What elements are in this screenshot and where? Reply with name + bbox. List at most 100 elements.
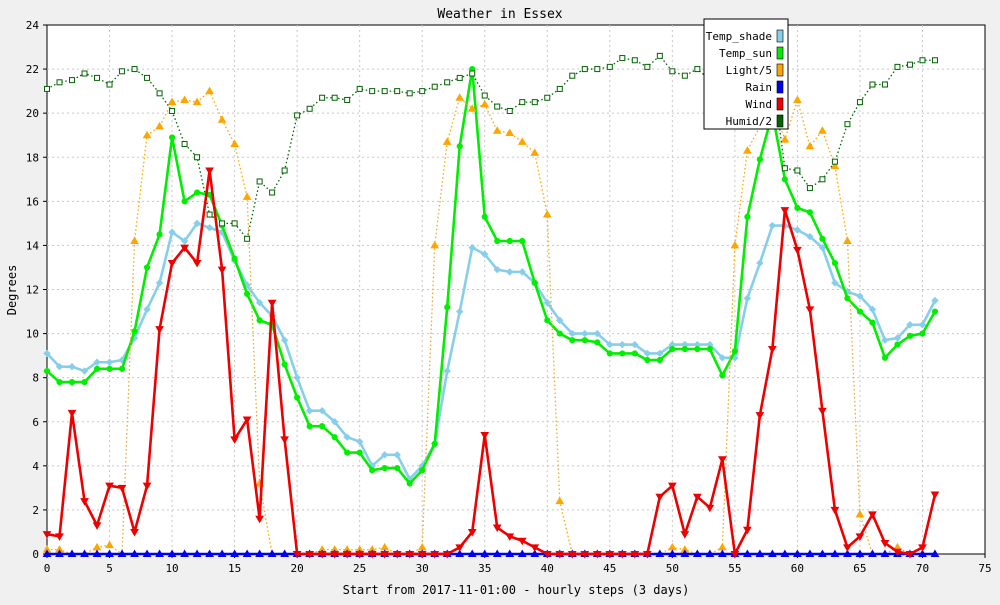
data-point-humid-2 bbox=[632, 58, 637, 63]
x-tick-label: 45 bbox=[603, 562, 616, 575]
data-point-temp-sun bbox=[507, 238, 512, 243]
data-point-temp-sun bbox=[682, 346, 687, 351]
data-point-temp-sun bbox=[245, 291, 250, 296]
data-point-temp-sun bbox=[257, 318, 262, 323]
legend-swatch-temp-shade bbox=[777, 30, 783, 42]
y-tick-label: 4 bbox=[32, 460, 39, 473]
data-point-humid-2 bbox=[595, 67, 600, 72]
data-point-humid-2 bbox=[395, 89, 400, 94]
chart-title: Weather in Essex bbox=[437, 7, 562, 22]
data-point-humid-2 bbox=[420, 89, 425, 94]
data-point-temp-sun bbox=[495, 238, 500, 243]
data-point-temp-sun bbox=[807, 210, 812, 215]
data-point-temp-sun bbox=[107, 366, 112, 371]
data-point-humid-2 bbox=[557, 86, 562, 91]
data-point-humid-2 bbox=[157, 91, 162, 96]
data-point-humid-2 bbox=[532, 100, 537, 105]
data-point-temp-sun bbox=[307, 424, 312, 429]
y-axis-label: Degrees bbox=[5, 265, 19, 316]
data-point-humid-2 bbox=[445, 80, 450, 85]
data-point-temp-sun bbox=[557, 331, 562, 336]
legend-swatch-wind bbox=[777, 98, 783, 110]
data-point-humid-2 bbox=[295, 113, 300, 118]
data-point-temp-sun bbox=[182, 199, 187, 204]
data-point-temp-sun bbox=[407, 481, 412, 486]
data-point-humid-2 bbox=[932, 58, 937, 63]
data-point-temp-sun bbox=[57, 379, 62, 384]
data-point-temp-sun bbox=[370, 468, 375, 473]
data-point-humid-2 bbox=[270, 190, 275, 195]
data-point-temp-sun bbox=[82, 379, 87, 384]
data-point-humid-2 bbox=[670, 69, 675, 74]
data-point-humid-2 bbox=[795, 168, 800, 173]
data-point-humid-2 bbox=[357, 86, 362, 91]
data-point-temp-sun bbox=[420, 468, 425, 473]
y-tick-label: 24 bbox=[26, 19, 40, 32]
data-point-temp-sun bbox=[520, 238, 525, 243]
x-tick-label: 60 bbox=[791, 562, 804, 575]
legend-label-temp-sun: Temp_sun bbox=[719, 47, 772, 60]
y-tick-label: 0 bbox=[32, 548, 39, 561]
data-point-temp-sun bbox=[620, 351, 625, 356]
data-point-temp-sun bbox=[820, 236, 825, 241]
data-point-temp-sun bbox=[582, 338, 587, 343]
y-tick-label: 2 bbox=[32, 504, 39, 517]
data-point-humid-2 bbox=[370, 89, 375, 94]
data-point-humid-2 bbox=[457, 75, 462, 80]
data-point-temp-sun bbox=[169, 135, 174, 140]
y-tick-label: 8 bbox=[32, 372, 39, 385]
data-point-temp-sun bbox=[282, 362, 287, 367]
data-point-humid-2 bbox=[257, 179, 262, 184]
data-point-temp-sun bbox=[395, 465, 400, 470]
y-tick-label: 14 bbox=[26, 239, 40, 252]
data-point-humid-2 bbox=[320, 95, 325, 100]
data-point-humid-2 bbox=[820, 177, 825, 182]
data-point-humid-2 bbox=[545, 95, 550, 100]
data-point-humid-2 bbox=[120, 69, 125, 74]
x-tick-label: 35 bbox=[478, 562, 491, 575]
data-point-temp-sun bbox=[232, 256, 237, 261]
data-point-temp-sun bbox=[782, 177, 787, 182]
data-point-temp-sun bbox=[94, 366, 99, 371]
data-point-humid-2 bbox=[870, 82, 875, 87]
data-point-humid-2 bbox=[82, 71, 87, 76]
data-point-humid-2 bbox=[920, 58, 925, 63]
data-point-temp-sun bbox=[194, 190, 199, 195]
data-point-humid-2 bbox=[145, 75, 150, 80]
data-point-humid-2 bbox=[382, 89, 387, 94]
data-point-humid-2 bbox=[107, 82, 112, 87]
data-point-temp-sun bbox=[295, 395, 300, 400]
data-point-temp-sun bbox=[345, 450, 350, 455]
data-point-humid-2 bbox=[195, 155, 200, 160]
data-point-humid-2 bbox=[832, 159, 837, 164]
data-point-temp-sun bbox=[332, 435, 337, 440]
data-point-humid-2 bbox=[57, 80, 62, 85]
data-point-temp-sun bbox=[545, 318, 550, 323]
y-tick-label: 18 bbox=[26, 151, 39, 164]
y-tick-label: 6 bbox=[32, 416, 39, 429]
data-point-temp-sun bbox=[532, 280, 537, 285]
x-axis-label: Start from 2017-11-01:00 - hourly steps … bbox=[343, 583, 690, 597]
data-point-temp-sun bbox=[357, 450, 362, 455]
data-point-temp-sun bbox=[857, 309, 862, 314]
data-point-temp-sun bbox=[482, 214, 487, 219]
legend-swatch-rain bbox=[777, 81, 783, 93]
x-tick-label: 10 bbox=[165, 562, 178, 575]
data-point-humid-2 bbox=[582, 67, 587, 72]
x-tick-label: 70 bbox=[916, 562, 929, 575]
data-point-humid-2 bbox=[607, 64, 612, 69]
y-tick-label: 12 bbox=[26, 284, 39, 297]
data-point-temp-sun bbox=[695, 346, 700, 351]
data-point-humid-2 bbox=[182, 142, 187, 147]
data-point-humid-2 bbox=[682, 73, 687, 78]
data-point-temp-sun bbox=[882, 355, 887, 360]
data-point-temp-sun bbox=[595, 340, 600, 345]
data-point-temp-sun bbox=[670, 346, 675, 351]
data-point-humid-2 bbox=[170, 108, 175, 113]
data-point-temp-sun bbox=[795, 205, 800, 210]
data-point-temp-sun bbox=[657, 357, 662, 362]
data-point-humid-2 bbox=[220, 221, 225, 226]
data-point-humid-2 bbox=[407, 91, 412, 96]
data-point-humid-2 bbox=[70, 78, 75, 83]
data-point-humid-2 bbox=[282, 168, 287, 173]
